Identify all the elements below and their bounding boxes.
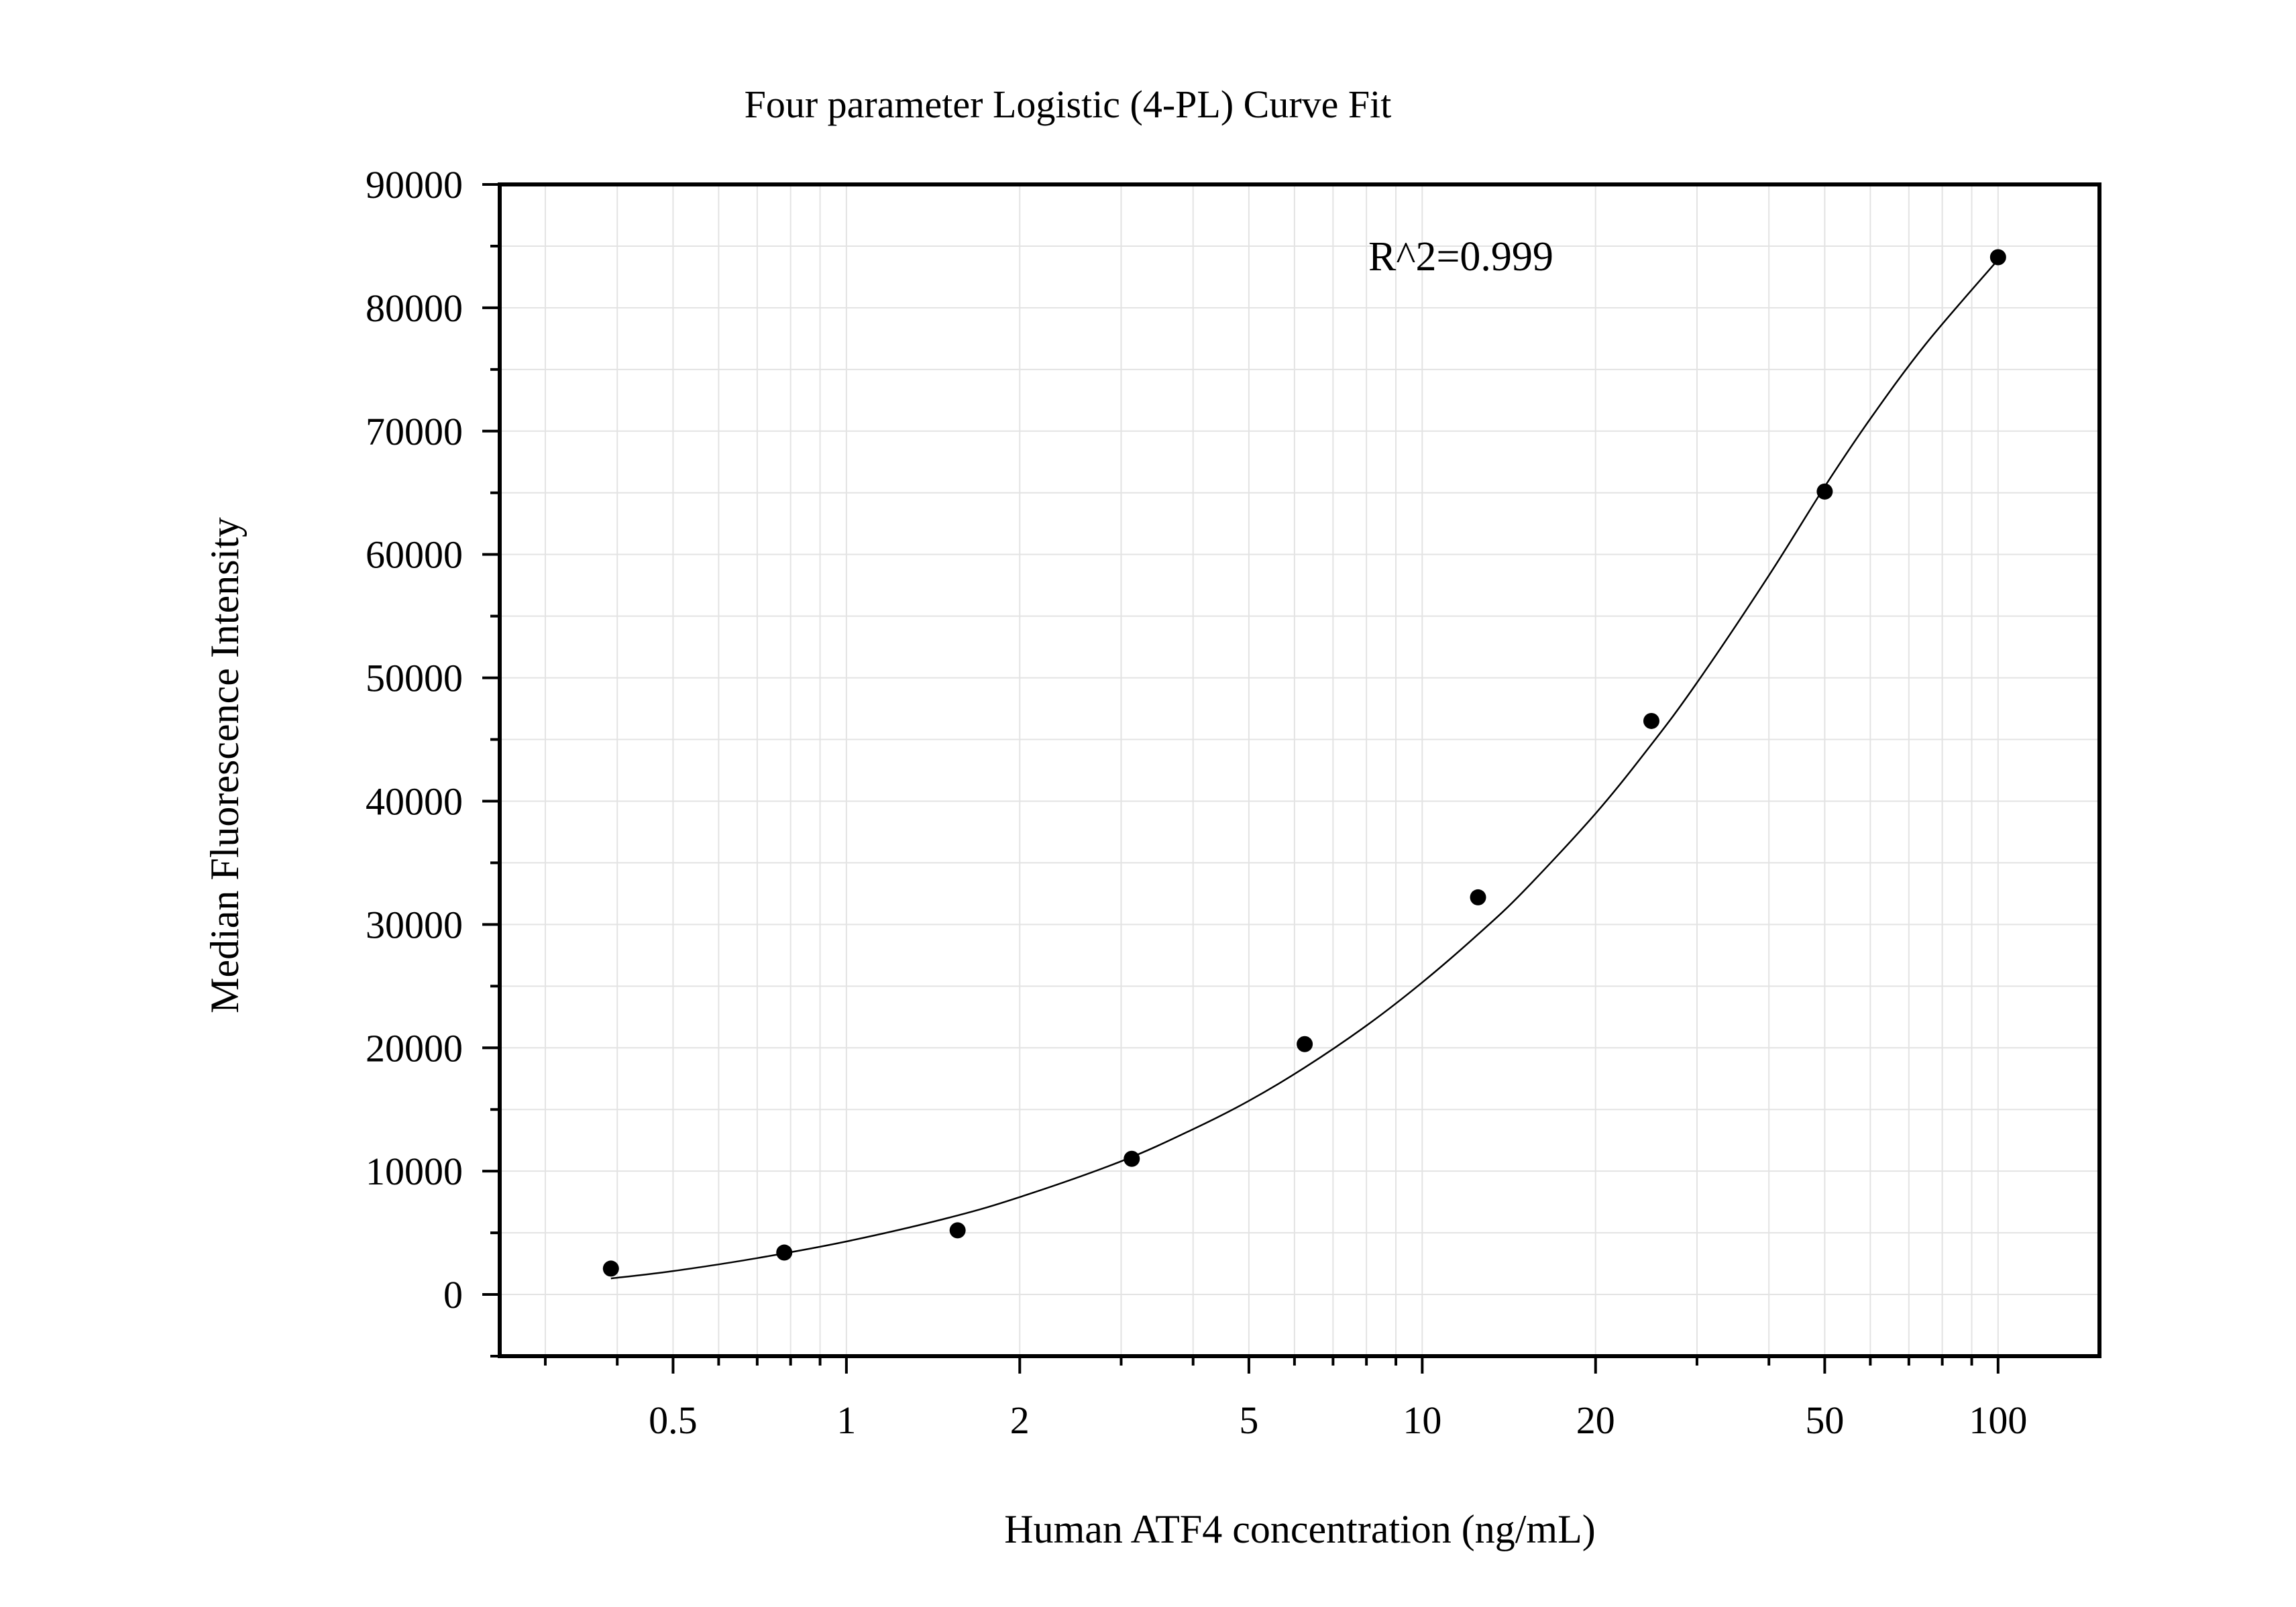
y-tick-label: 50000 xyxy=(366,657,463,700)
data-point xyxy=(1989,249,2006,266)
data-points xyxy=(602,249,2006,1277)
x-tick-label: 10 xyxy=(1403,1398,1441,1442)
data-point xyxy=(602,1260,619,1277)
x-tick-label: 1 xyxy=(836,1398,856,1442)
data-point xyxy=(1297,1036,1313,1052)
y-tick-label: 90000 xyxy=(366,163,463,207)
r-squared-annotation: R^2=0.999 xyxy=(1368,234,1553,280)
x-axis: 0.5 1 2 5 10 20 50 100 xyxy=(543,1356,2027,1442)
fit-curve-line xyxy=(610,259,1999,1280)
data-point xyxy=(1816,483,1833,500)
data-point xyxy=(1643,712,1659,729)
y-tick-label: 60000 xyxy=(366,533,463,577)
plot-frame xyxy=(498,182,2101,1358)
y-tick-label: 80000 xyxy=(366,286,463,330)
x-tick-label: 2 xyxy=(1010,1398,1030,1442)
y-tick-label: 40000 xyxy=(366,779,463,823)
y-tick-label: 10000 xyxy=(366,1150,463,1193)
x-tick-label: 50 xyxy=(1805,1398,1844,1442)
y-tick-label: 20000 xyxy=(366,1026,463,1070)
x-tick-label: 100 xyxy=(1969,1398,2027,1442)
x-tick-label: 20 xyxy=(1576,1398,1615,1442)
y-axis: 0 10000 20000 30000 40000 50000 60000 70000 8000… xyxy=(366,163,500,1357)
x-tick-label: 5 xyxy=(1239,1398,1258,1442)
data-point xyxy=(1470,889,1486,905)
x-axis-label: Human ATF4 concentration (ng/mL) xyxy=(1004,1507,1595,1551)
y-tick-label: 30000 xyxy=(366,903,463,946)
data-point xyxy=(776,1244,793,1261)
y-axis-label: Median Fluorescence Intensity xyxy=(203,517,247,1013)
chart-title: Four parameter Logistic (4-PL) Curve Fit xyxy=(745,82,1392,126)
x-tick-label: 0.5 xyxy=(649,1398,698,1442)
y-tick-label: 0 xyxy=(443,1273,463,1317)
fit-curve-layer xyxy=(610,259,1999,1280)
y-tick-label: 70000 xyxy=(366,410,463,453)
data-point xyxy=(949,1222,966,1239)
gridlines xyxy=(500,184,2099,1357)
data-point xyxy=(1124,1150,1140,1167)
